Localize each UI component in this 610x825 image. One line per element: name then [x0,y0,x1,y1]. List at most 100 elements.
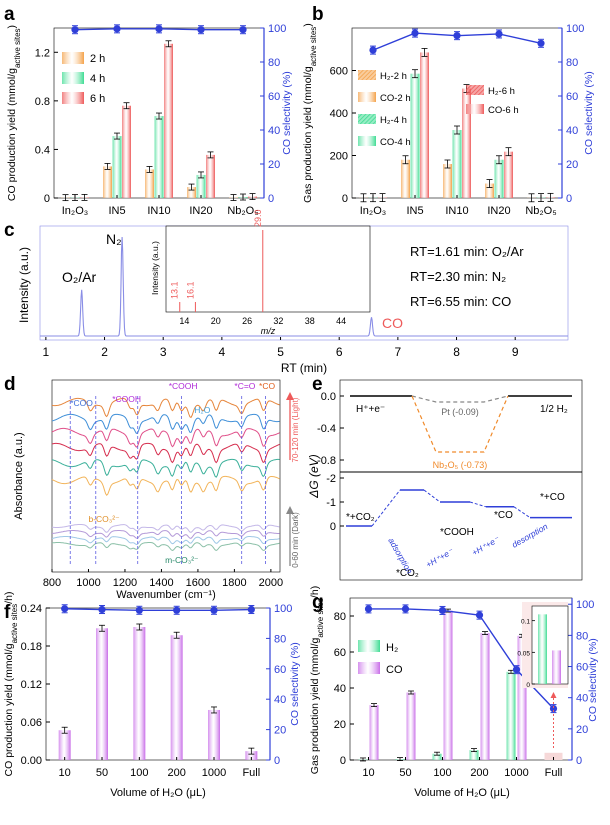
selectivity-point [537,40,544,47]
right-tick-label: 40 [274,694,286,706]
x-tick-label: 2 [101,345,108,359]
y-axis-label-sub: active sites [309,27,318,67]
spectrum-line [52,428,280,447]
ytick-label: -2 [326,473,336,485]
inset-ytick-label: 0 [526,682,530,689]
bar [155,116,164,198]
step-label: +H⁺+e⁻ [424,545,456,569]
selectivity-point [71,26,78,33]
ytick-label: -1 [326,497,336,509]
legend-swatch [358,114,376,124]
x-tick-label: 1000 [76,577,100,589]
y-axis-label-right: CO selectivity (%) [281,71,293,154]
bar [370,705,379,760]
x-tick-label: 2000 [259,577,283,589]
plot-frame [46,608,270,760]
peak-label: N₂ [106,231,122,247]
ytick-label: 20 [334,719,346,731]
x-tick-label: 4 [219,345,226,359]
legend-label: 2 h [90,53,105,65]
ytick-label: 0.12 [21,679,42,691]
x-tick-label: 1 [43,345,50,359]
bar [495,160,504,198]
annotation: H₂O [194,405,210,415]
ytick-label: 0.06 [21,717,42,729]
time-label: 0-60 min (Dark) [291,512,300,568]
selectivity-point [369,47,376,54]
x-tick-label: 1000 [504,767,528,779]
energy-label: 1/2 H₂ [540,404,568,415]
bar [208,710,220,760]
selectivity-point [98,606,105,613]
panel-c: cIntensity (a.u.)1 2 3 4 5 6 7 8 9RT (min)O₂/ArN… [4,209,568,375]
y-axis-label: CO production yield (mmol/gactive sites) [6,25,22,201]
bar [164,44,173,198]
y-axis-label-main: CO production yield (mmol/g [3,643,15,776]
right-tick-label: 0 [268,193,274,205]
ytick-label: 0 [330,521,336,533]
inset-bar [538,614,547,684]
selectivity-point [155,25,162,32]
connector [514,507,530,518]
y-axis-label-main: Gas production yield (mmol/g [302,66,314,203]
inset-x-tick: 32 [273,316,283,326]
pt-path [412,396,508,402]
ytick-label: 0.18 [21,641,42,653]
rt-note: RT=6.55 min: CO [410,294,511,309]
ytick-label: 0 [342,193,348,205]
x-tick-label: 8 [453,345,460,359]
selectivity-point [513,666,520,673]
legend-swatch [466,85,484,95]
right-tick-label: 100 [566,23,584,35]
bar [453,130,462,198]
ytick-label: 1.2 [35,47,50,59]
bar [96,628,108,760]
bar [171,635,183,760]
energy-label: Nb₂O₅ (-0.73) [433,460,488,470]
legend-label: CO-6 h [488,105,519,116]
y-axis-label-right: CO selectivity (%) [587,638,599,721]
right-tick-label: 80 [268,57,280,69]
y-axis-label-end: ) [302,23,314,27]
x-axis-label: Volume of H₂O (μL) [414,787,510,799]
y-axis-label-sub: active sites [10,604,19,644]
selectivity-point [210,607,217,614]
annotation: *CO [259,381,275,391]
x-tick-label: 10 [362,767,374,779]
step-label: desorption [510,521,550,550]
selectivity-point [239,26,246,33]
y-axis-label: Gas production yield (mmol/gactive sites… [309,586,325,774]
x-tick-label: 3 [160,345,167,359]
panel-e: eΔG (eV)0.0-0.4-0.80-1-2H⁺+e⁻ 1/2 H₂Pt (-… [307,374,582,580]
annotation: *COOH [112,394,141,404]
inset-x-tick: 26 [242,316,252,326]
state-label: *CO [494,510,513,521]
y-axis-label-end: ) [6,25,18,29]
legend-label: CO-4 h [380,137,411,148]
bar [420,52,429,198]
annotation: *COOH [169,381,198,391]
y-axis-label-sub: active sites [13,28,22,68]
right-tick-label: 100 [268,23,286,35]
legend-swatch [358,92,376,102]
x-axis-label: Wavenumber (cm⁻¹) [116,589,216,601]
y-axis-label-end: /h) [3,592,15,604]
y-axis-label-main: CO production yield (mmol/g [6,68,18,201]
selectivity-point [61,605,68,612]
y-axis-label-right: CO selectivity (%) [583,71,595,154]
selectivity-point [439,607,446,614]
x-tick-label: 200 [167,767,185,779]
spectrum-line [52,543,280,551]
bar [444,611,453,760]
right-tick-label: 80 [566,57,578,69]
x-axis-label: Volume of H₂O (μL) [110,787,206,799]
bar [59,730,71,760]
selectivity-point [411,29,418,36]
ytick-label: -0.8 [317,455,336,467]
state-label: *COOH [440,527,474,538]
right-tick-label: 40 [268,125,280,137]
x-tick-label: In₂O₃ [360,205,386,217]
x-tick-label: IN5 [406,205,423,217]
annotation: *C=O [234,381,255,391]
